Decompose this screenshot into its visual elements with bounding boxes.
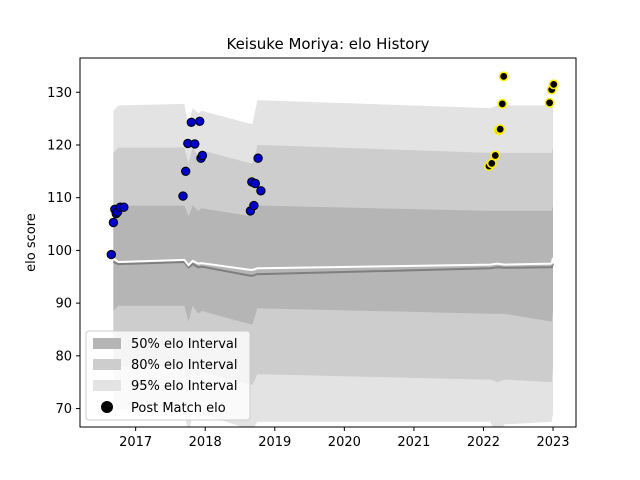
legend-box	[85, 330, 251, 421]
post-match-points	[106, 71, 559, 260]
data-point-14	[197, 150, 208, 161]
data-point-23	[490, 150, 501, 161]
mean-line	[112, 257, 554, 271]
y-tick-label-80: 80	[55, 349, 72, 364]
data-point-1	[108, 217, 119, 228]
x-tick-label-2020: 2020	[328, 435, 361, 450]
x-tick-label-2018: 2018	[189, 435, 222, 450]
data-point-8	[181, 166, 191, 177]
y-tick-label-110: 110	[47, 191, 72, 206]
legend: 50% elo Interval 80% elo Interval 95% el…	[85, 330, 251, 421]
data-point-26	[497, 98, 508, 109]
x-axis: 2017 2018 2019 2020 2021 2022 2023	[119, 427, 570, 450]
data-point-22	[486, 158, 497, 169]
data-point-30	[548, 79, 559, 90]
x-tick-label-2017: 2017	[119, 435, 152, 450]
band-50	[113, 205, 554, 325]
legend-marker-post-match	[101, 401, 113, 413]
y-tick-label-70: 70	[55, 402, 72, 417]
legend-swatch-80	[93, 359, 121, 370]
x-tick-label-2019: 2019	[258, 435, 291, 450]
x-tick-label-2022: 2022	[467, 435, 500, 450]
legend-label-50: 50% elo Interval	[131, 337, 238, 352]
chart-title: Keisuke Moriya: elo History	[226, 35, 429, 53]
data-point-12	[195, 116, 205, 127]
data-point-20	[256, 186, 266, 196]
data-point-17	[249, 200, 259, 211]
legend-label-80: 80% elo Interval	[131, 358, 238, 373]
legend-swatch-95	[93, 380, 121, 391]
legend-label-95: 95% elo Interval	[131, 379, 238, 394]
plot-frame	[79, 57, 577, 428]
data-point-27	[498, 71, 509, 82]
data-point-10	[186, 117, 197, 128]
median-line	[113, 260, 554, 277]
data-point-18	[250, 178, 261, 189]
data-point-28	[544, 97, 555, 108]
legend-label-post-match: Post Match elo	[131, 401, 226, 416]
data-point-0	[106, 249, 117, 260]
x-tick-label-2021: 2021	[397, 435, 430, 450]
legend-swatch-50	[93, 338, 121, 349]
data-point-7	[178, 191, 188, 201]
y-axis-label: elo score	[24, 213, 39, 272]
y-axis: 70 80 90 100 110 120 130	[47, 86, 80, 417]
data-point-25	[495, 124, 506, 135]
data-point-6	[119, 202, 129, 212]
x-tick-label-2023: 2023	[536, 435, 569, 450]
y-tick-label-130: 130	[47, 86, 72, 101]
y-tick-label-100: 100	[47, 244, 72, 259]
y-tick-label-120: 120	[47, 138, 72, 153]
data-point-19	[253, 153, 263, 163]
y-tick-label-90: 90	[55, 297, 72, 312]
elo-lines	[112, 257, 554, 277]
data-point-11	[190, 139, 200, 149]
